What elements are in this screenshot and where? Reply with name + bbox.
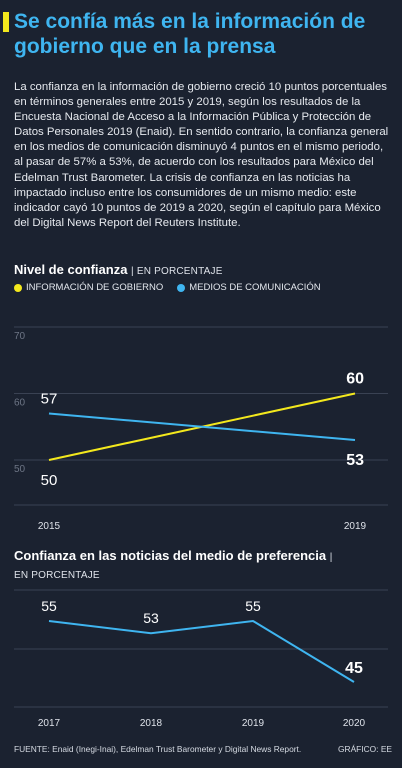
chart1-legend: INFORMACIÓN DE GOBIERNO MEDIOS DE COMUNI… — [14, 282, 321, 293]
legend-item-media: MEDIOS DE COMUNICACIÓN — [177, 282, 321, 293]
chart1-unit: | EN PORCENTAJE — [131, 266, 223, 277]
chart2-x-tick-label: 2019 — [242, 718, 265, 729]
chart1-data-label-media: 57 — [41, 390, 58, 407]
chart2-x-tick-label: 2017 — [38, 718, 61, 729]
chart2-line — [48, 619, 355, 683]
chart1-x-tick-label: 2019 — [344, 521, 367, 532]
legend-label-government: INFORMACIÓN DE GOBIERNO — [26, 282, 164, 293]
footer: FUENTE: Enaid (Inegi-Inai), Edelman Trus… — [14, 744, 392, 754]
chart1-line-media — [48, 412, 356, 442]
chart2-unit: EN PORCENTAJE — [14, 570, 100, 581]
chart2-data-label: 45 — [345, 660, 363, 677]
accent-bar — [3, 12, 9, 32]
legend-label-media: MEDIOS DE COMUNICACIÓN — [189, 282, 321, 293]
chart1-y-tick-label: 50 — [14, 464, 26, 475]
chart1-data-label-government: 50 — [41, 472, 58, 489]
chart1-data-label-government: 60 — [346, 371, 364, 388]
chart1-y-tick-label: 60 — [14, 398, 26, 409]
chart2-data-label: 53 — [143, 610, 159, 626]
chart1-x-tick-label: 2015 — [38, 521, 61, 532]
footer-credit: GRÁFICO: EE — [338, 744, 392, 754]
chart1-title: Nivel de confianza — [14, 262, 128, 277]
chart1-data-label-media: 53 — [346, 452, 364, 469]
chart2-title-suffix: | — [329, 552, 333, 563]
chart2-x-tick-label: 2020 — [343, 718, 366, 729]
chart2-x-tick-label: 2018 — [140, 718, 163, 729]
footer-source: FUENTE: Enaid (Inegi-Inai), Edelman Trus… — [14, 744, 302, 754]
legend-dot-media — [177, 283, 186, 292]
chart1-title-block: Nivel de confianza | EN PORCENTAJE — [14, 262, 223, 277]
legend-item-government: INFORMACIÓN DE GOBIERNO — [14, 282, 163, 293]
legend-dot-government — [14, 283, 22, 292]
page-title: Se confía más en la información de gobie… — [14, 10, 366, 58]
chart2-data-label: 55 — [41, 598, 57, 614]
chart1-y-tick-label: 70 — [14, 331, 26, 342]
chart2-title-block: Confianza en las noticias del medio de p… — [14, 548, 333, 584]
intro-paragraph: La confianza en la información de gobier… — [14, 81, 389, 229]
chart2-data-label: 55 — [245, 598, 261, 614]
chart2-title: Confianza en las noticias del medio de p… — [14, 548, 327, 563]
